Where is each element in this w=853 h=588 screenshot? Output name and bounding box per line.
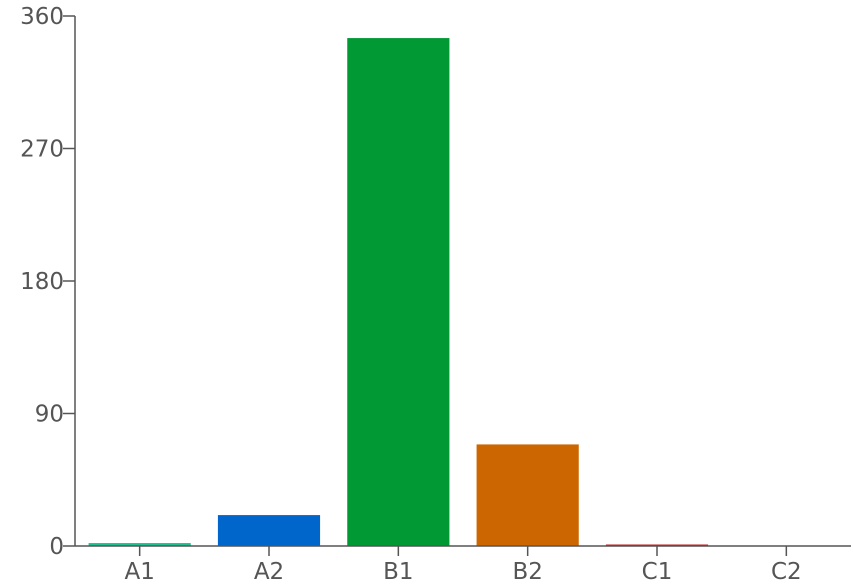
bar-a2 [217,515,321,546]
x-tick-label-a1: A1 [124,559,154,584]
bar-a1 [88,543,191,546]
y-tick-label-360: 360 [20,4,64,30]
y-tick-label-90: 90 [35,402,64,428]
x-tick-label-b1: B1 [383,559,413,584]
y-axis: 0 90 180 270 360 [20,4,76,560]
x-axis: A1 A2 B1 B2 C1 C2 [75,545,851,585]
bar-b2 [476,444,579,546]
bars-group [88,38,709,546]
x-tick-label-a2: A2 [254,559,284,584]
x-tick-label-b2: B2 [512,559,542,584]
x-tick-label-c1: C1 [642,559,673,584]
bar-b1 [347,38,450,546]
y-tick-label-270: 270 [20,137,64,163]
y-tick-label-0: 0 [49,534,64,560]
y-tick-label-180: 180 [20,269,64,295]
x-tick-label-c2: C2 [771,559,802,584]
